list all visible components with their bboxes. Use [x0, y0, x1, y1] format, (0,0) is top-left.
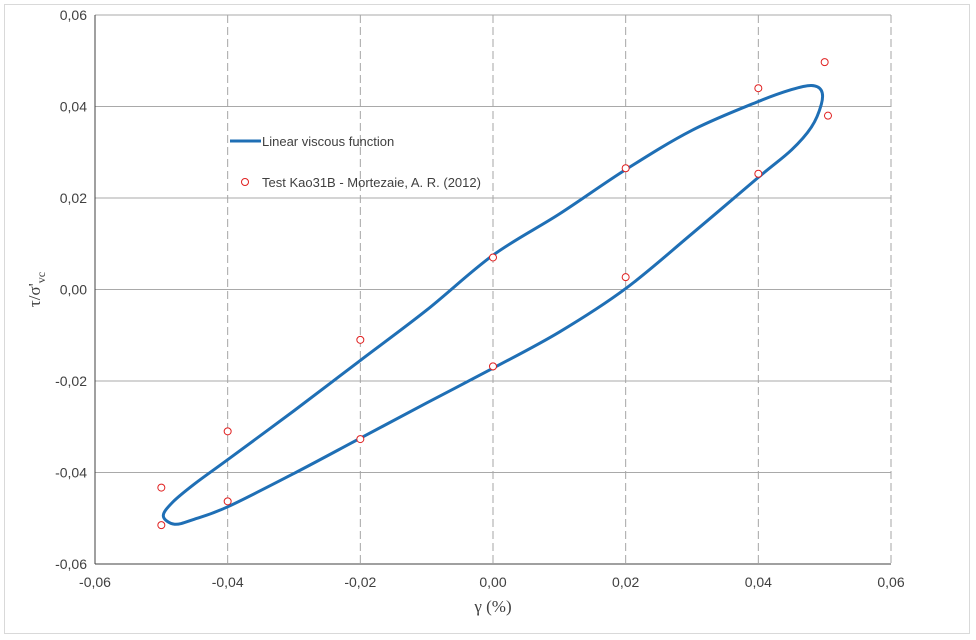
axes — [94, 15, 891, 565]
chart-frame — [4, 4, 970, 634]
plot-area — [157, 58, 832, 530]
scatter-point — [223, 497, 232, 506]
y-tick-label: 0,06 — [60, 7, 87, 23]
y-tick-label: -0,06 — [55, 556, 87, 572]
scatter-point — [356, 335, 365, 344]
x-tick-label: 0,06 — [877, 574, 904, 590]
legend: Linear viscous function Test Kao31B - Mo… — [230, 134, 481, 190]
x-tick-label: -0,06 — [79, 574, 111, 590]
scatter-point — [820, 58, 829, 67]
y-axis-title-sub: vc — [34, 272, 48, 283]
scatter-point — [489, 253, 497, 262]
x-tick-label: 0,04 — [745, 574, 772, 590]
legend-label-scatter: Test Kao31B - Mortezaie, A. R. (2012) — [262, 175, 481, 190]
legend-label-line: Linear viscous function — [262, 134, 394, 149]
scatter-point — [621, 273, 630, 282]
x-tick-label: -0,04 — [212, 574, 244, 590]
x-tick-label: -0,02 — [344, 574, 376, 590]
y-axis-title: τ/σ'vc — [25, 272, 48, 307]
scatter-point — [157, 521, 166, 530]
x-tick-label: 0,00 — [479, 574, 506, 590]
x-axis-title: γ (%) — [473, 597, 511, 616]
scatter-point — [621, 164, 630, 173]
scatter-point — [489, 362, 497, 371]
y-axis-title-main: τ/σ' — [25, 283, 44, 307]
y-tick-label: 0,04 — [60, 99, 87, 115]
y-tick-label: -0,04 — [55, 465, 87, 481]
scatter-point — [754, 84, 763, 93]
scatter-point — [823, 111, 832, 120]
y-tick-label: -0,02 — [55, 373, 87, 389]
scatter-point — [157, 483, 166, 492]
x-tick-label: 0,02 — [612, 574, 639, 590]
y-tick-label: 0,00 — [60, 282, 87, 298]
scatter-point — [223, 427, 232, 436]
y-tick-label: 0,02 — [60, 190, 87, 206]
tick-labels: -0,06 -0,04 -0,02 0,00 0,02 0,04 0,06 -0,06 -0,0… — [55, 7, 905, 590]
scatter-point — [356, 435, 365, 444]
scatter-point — [754, 169, 763, 178]
legend-marker-swatch — [241, 178, 249, 186]
grid — [95, 14, 892, 564]
